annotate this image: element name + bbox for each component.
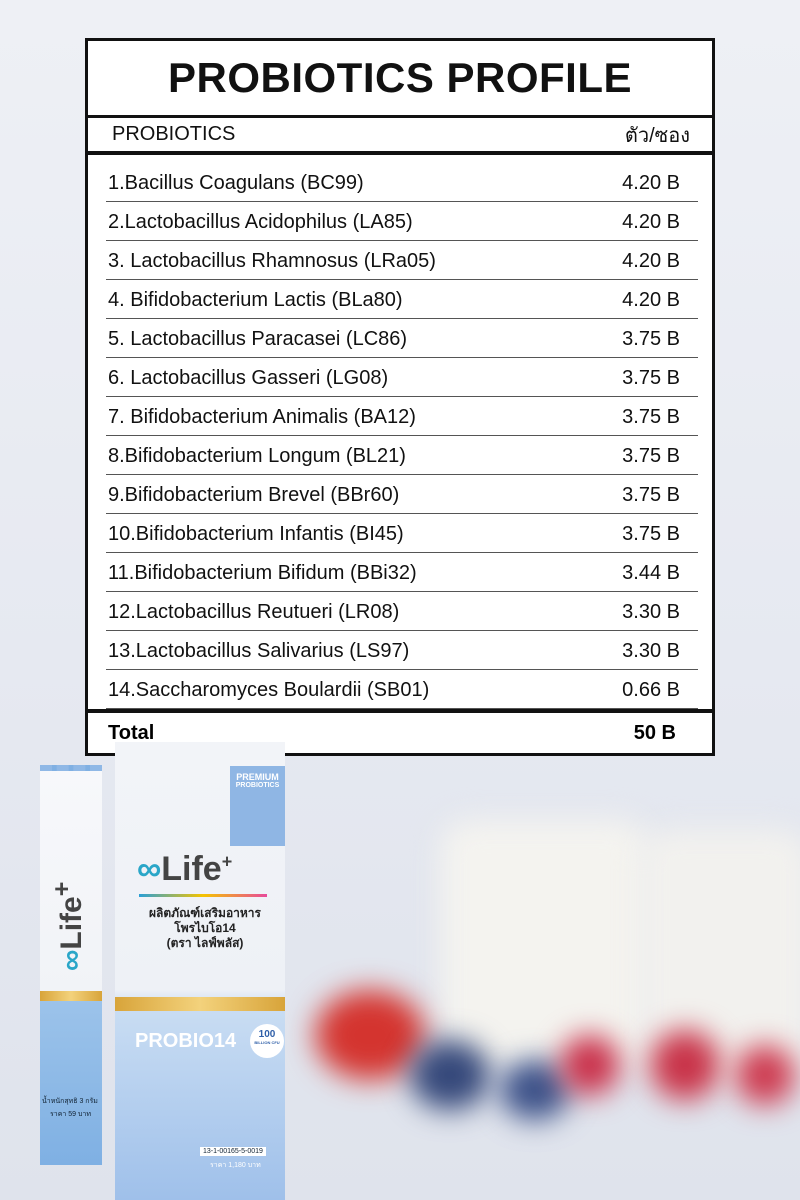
- table-row: 10.Bifidobacterium Infantis (BI45) 3.75 B: [106, 514, 698, 553]
- probiotic-name: 5. Lactobacillus Paracasei (LC86): [108, 328, 408, 350]
- probiotic-amount: 3.75 B: [622, 367, 680, 389]
- table-row: 13.Lactobacillus Salivarius (LS97) 3.30 B: [106, 631, 698, 670]
- probiotic-amount: 3.75 B: [622, 484, 680, 506]
- product-sachet: ∞Life+ น้ำหนักสุทธิ 3 กรัม ราคา 59 บาท: [40, 765, 102, 1165]
- probiotic-name: 12.Lactobacillus Reutueri (LR08): [108, 601, 400, 623]
- strawberry: [315, 990, 425, 1080]
- probiotic-name: 1.Bacillus Coagulans (BC99): [108, 172, 364, 194]
- table-rows: 1.Bacillus Coagulans (BC99) 4.20 B 2.Lacto…: [88, 155, 712, 709]
- probiotic-amount: 4.20 B: [622, 172, 680, 194]
- table-row: 9.Bifidobacterium Brevel (BBr60) 3.75 B: [106, 475, 698, 514]
- probiotic-name: 2.Lactobacillus Acidophilus (LA85): [108, 211, 413, 233]
- probiotic-amount: 4.20 B: [622, 289, 680, 311]
- barcode-number: 13-1-00165-5-0019: [200, 1147, 266, 1156]
- probiotic-amount: 3.44 B: [622, 562, 680, 584]
- probiotic-name: 13.Lactobacillus Salivarius (LS97): [108, 640, 410, 662]
- rainbow-line: [139, 894, 267, 897]
- table-row: 14.Saccharomyces Boulardii (SB01) 0.66 B: [106, 670, 698, 709]
- probiotic-name: 14.Saccharomyces Boulardii (SB01): [108, 679, 430, 701]
- sachet-weight: น้ำหนักสุทธิ 3 กรัม: [42, 1098, 98, 1105]
- probiotic-name: 4. Bifidobacterium Lactis (BLa80): [108, 289, 403, 311]
- probiotic-amount: 4.20 B: [622, 250, 680, 272]
- probiotic-amount: 3.30 B: [622, 640, 680, 662]
- sachet-logo: ∞Life+: [48, 881, 88, 971]
- premium-ribbon: PREMIUM PROBIOTICS: [230, 766, 285, 846]
- table-row: 1.Bacillus Coagulans (BC99) 4.20 B: [106, 163, 698, 202]
- table-row: 8.Bifidobacterium Longum (BL21) 3.75 B: [106, 436, 698, 475]
- box-gold-band: [115, 997, 285, 1011]
- probiotic-amount: 3.30 B: [622, 601, 680, 623]
- probiotic-name: 11.Bifidobacterium Bifidum (BBi32): [108, 562, 417, 584]
- product-name-thai: ผลิตภัณฑ์เสริมอาหาร โพรไบโอ14 (ตรา ไลฟ์พลั…: [148, 906, 261, 950]
- probiotic-amount: 3.75 B: [622, 445, 680, 467]
- brand-logo: ∞Life+: [137, 850, 233, 888]
- table-row: 5. Lactobacillus Paracasei (LC86) 3.75 B: [106, 319, 698, 358]
- table-row: 3. Lactobacillus Rhamnosus (LRa05) 4.20 B: [106, 241, 698, 280]
- probiotics-profile-table: PROBIOTICS PROFILE PROBIOTICS ตัว/ซอง 1.…: [85, 38, 715, 756]
- blueberry: [410, 1040, 490, 1110]
- probiotic-name: 7. Bifidobacterium Animalis (BA12): [108, 406, 416, 428]
- table-header: PROBIOTICS ตัว/ซอง: [88, 118, 712, 155]
- table-row: 11.Bifidobacterium Bifidum (BBi32) 3.44 B: [106, 553, 698, 592]
- table-row: 2.Lactobacillus Acidophilus (LA85) 4.20 B: [106, 202, 698, 241]
- cfu-badge: 100 BILLION CFU: [250, 1024, 284, 1058]
- probiotic-amount: 4.20 B: [622, 211, 680, 233]
- probiotic-name: 6. Lactobacillus Gasseri (LG08): [108, 367, 389, 389]
- blueberry: [500, 1060, 570, 1120]
- probiotic-name: 8.Bifidobacterium Longum (BL21): [108, 445, 406, 467]
- table-row: 12.Lactobacillus Reutueri (LR08) 3.30 B: [106, 592, 698, 631]
- table-row: 4. Bifidobacterium Lactis (BLa80) 4.20 B: [106, 280, 698, 319]
- probiotic-name: 9.Bifidobacterium Brevel (BBr60): [108, 484, 400, 506]
- header-amount: ตัว/ซอง: [624, 124, 690, 147]
- table-row: 6. Lactobacillus Gasseri (LG08) 3.75 B: [106, 358, 698, 397]
- total-row: Total 50 B: [88, 709, 712, 753]
- sachet-price: ราคา 59 บาท: [50, 1111, 91, 1118]
- table-title: PROBIOTICS PROFILE: [88, 41, 712, 118]
- header-name: PROBIOTICS: [112, 123, 236, 145]
- raspberry: [650, 1030, 720, 1100]
- product-box: PREMIUM PROBIOTICS ∞Life+ ผลิตภัณฑ์เสริมอ…: [115, 742, 285, 1200]
- probiotic-name: 3. Lactobacillus Rhamnosus (LRa05): [108, 250, 436, 272]
- probiotic-amount: 0.66 B: [622, 679, 680, 701]
- raspberry: [560, 1035, 620, 1095]
- total-amount: 50 B: [633, 721, 676, 744]
- probiotic-name: 10.Bifidobacterium Infantis (BI45): [108, 523, 404, 545]
- probio-label: PROBIO14: [135, 1030, 237, 1052]
- raspberry: [735, 1045, 795, 1105]
- probiotic-amount: 3.75 B: [622, 523, 680, 545]
- probiotic-amount: 3.75 B: [622, 328, 680, 350]
- probiotic-amount: 3.75 B: [622, 406, 680, 428]
- total-label: Total: [108, 721, 155, 744]
- yogurt-jar: [440, 820, 650, 1070]
- sachet-gold-band: [40, 991, 102, 1001]
- table-row: 7. Bifidobacterium Animalis (BA12) 3.75 B: [106, 397, 698, 436]
- box-price: ราคา 1,180 บาท: [210, 1162, 261, 1169]
